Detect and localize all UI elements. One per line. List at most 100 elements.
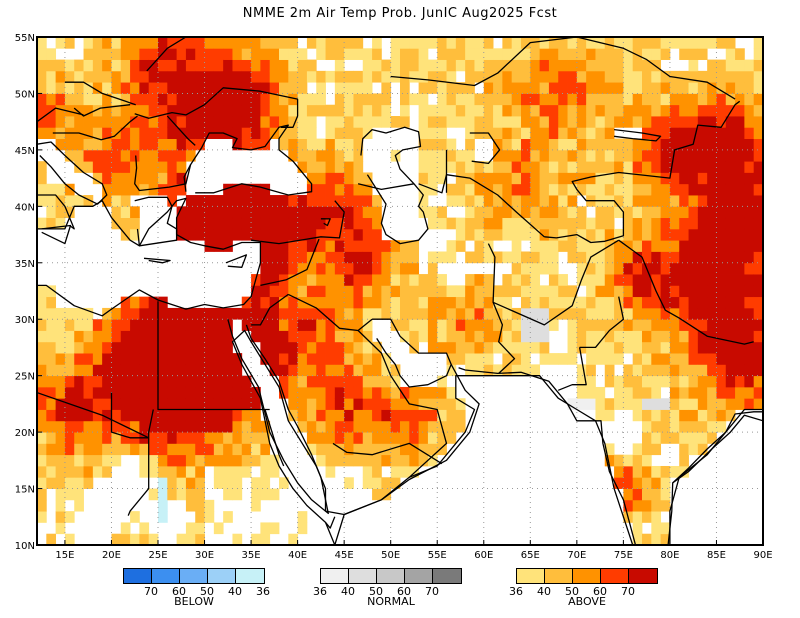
probability-cell (204, 93, 215, 106)
probability-cell (697, 149, 708, 162)
probability-cell (223, 443, 233, 456)
probability-cell (493, 296, 503, 309)
probability-cell (614, 465, 624, 478)
probability-cell (251, 499, 261, 512)
probability-cell (688, 228, 699, 241)
probability-cell (148, 420, 159, 433)
probability-cell (576, 228, 587, 241)
probability-cell (539, 228, 550, 241)
probability-cell (539, 37, 550, 49)
probability-cell (595, 116, 606, 128)
probability-cell (251, 432, 261, 444)
probability-cell (716, 375, 727, 388)
probability-cell (455, 420, 466, 433)
probability-cell (493, 172, 503, 185)
probability-cell (353, 443, 364, 456)
probability-cell (558, 59, 568, 72)
probability-cell (130, 443, 140, 456)
probability-cell (697, 353, 708, 365)
legend-swatch (349, 569, 377, 583)
probability-cell (46, 183, 57, 196)
probability-cell (288, 375, 299, 388)
probability-cell (158, 511, 168, 523)
probability-cell (604, 341, 615, 354)
probability-cell (521, 138, 531, 151)
probability-cell (483, 251, 494, 264)
lon-tick-label: 30E (195, 550, 214, 560)
probability-cell (400, 398, 410, 410)
probability-cell (530, 172, 541, 185)
probability-cell (325, 149, 336, 162)
probability-cell (158, 341, 168, 354)
probability-cell (344, 341, 354, 354)
probability-cell (269, 488, 280, 501)
probability-cell (334, 206, 345, 219)
probability-cell (130, 82, 140, 94)
probability-cell (130, 93, 140, 106)
probability-cell (455, 409, 466, 422)
lon-tick-label: 85E (707, 550, 726, 560)
probability-cell (697, 104, 708, 117)
probability-cell (586, 296, 596, 309)
probability-cell (167, 364, 178, 377)
lat-tick-label: 30N (15, 315, 35, 326)
probability-cell (725, 104, 736, 117)
probability-cell (707, 432, 717, 444)
probability-cell (716, 172, 727, 185)
probability-cell (37, 420, 47, 433)
probability-cell (176, 307, 187, 320)
probability-cell (493, 116, 503, 128)
probability-cell (521, 82, 531, 94)
probability-cell (400, 104, 410, 117)
probability-cell (716, 104, 727, 117)
probability-cell (455, 285, 466, 298)
probability-cell (502, 285, 513, 298)
probability-cell (455, 341, 466, 354)
probability-cell (74, 93, 84, 106)
probability-cell (539, 341, 550, 354)
probability-cell (167, 477, 178, 489)
probability-cell (362, 454, 373, 467)
probability-cell (744, 70, 755, 83)
probability-cell (251, 488, 261, 501)
probability-cell (251, 285, 261, 298)
probability-cell (744, 138, 755, 151)
probability-cell (679, 364, 689, 377)
probability-cell (753, 251, 763, 264)
probability-cell (437, 161, 447, 173)
probability-cell (139, 386, 150, 399)
probability-cell (623, 251, 634, 264)
probability-cell (623, 149, 634, 162)
probability-cell (325, 240, 336, 252)
probability-cell (195, 522, 205, 535)
probability-cell (92, 398, 103, 410)
probability-cell (158, 443, 168, 456)
probability-cell (130, 420, 140, 433)
probability-cell (130, 330, 140, 343)
probability-cell (167, 341, 178, 354)
probability-cell (139, 522, 150, 535)
probability-cell (744, 307, 755, 320)
probability-cell (55, 454, 66, 467)
probability-cells (37, 37, 763, 545)
probability-cell (269, 454, 280, 467)
probability-cell (37, 127, 47, 139)
probability-cell (344, 432, 354, 444)
probability-cell (232, 59, 243, 72)
probability-cell (139, 59, 150, 72)
probability-cell (64, 330, 75, 343)
probability-cell (148, 307, 159, 320)
probability-cell (344, 330, 354, 343)
probability-cell (623, 48, 634, 60)
probability-cell (316, 398, 326, 410)
probability-cell (102, 330, 112, 343)
probability-cell (297, 82, 308, 94)
probability-cell (92, 48, 103, 60)
probability-cell (232, 82, 243, 94)
probability-cell (195, 432, 205, 444)
probability-cell (269, 37, 280, 49)
probability-cell (521, 251, 531, 264)
probability-cell (651, 398, 662, 410)
probability-cell (55, 330, 66, 343)
probability-cell (223, 183, 233, 196)
